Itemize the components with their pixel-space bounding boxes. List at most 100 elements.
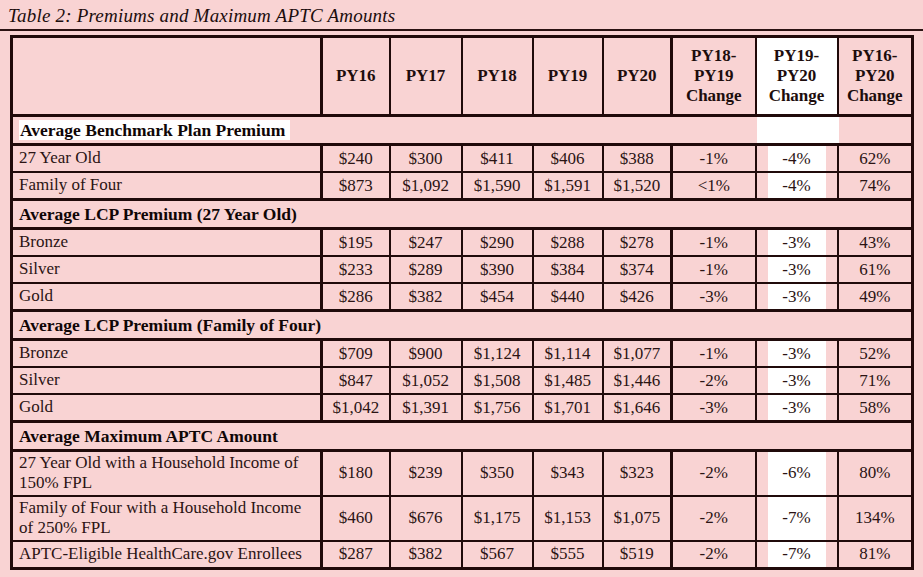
value-cell: $519 [603, 541, 672, 569]
value-cell: -3% [672, 394, 756, 422]
value-cell: $239 [390, 451, 462, 496]
column-header-py16-py20-change: PY16- PY20 Change [838, 37, 913, 116]
value-cell: 62% [838, 145, 913, 173]
table-row: Family of Four with a Household Income o… [12, 496, 913, 541]
value-cell: $374 [603, 256, 672, 283]
value-cell: $1,042 [322, 394, 390, 422]
row-label: Family of Four with a Household Income o… [12, 496, 322, 541]
section-header-row: Average Maximum APTC Amount [12, 422, 913, 451]
row-label: Bronze [12, 229, 322, 257]
premiums-table: PY16 PY17 PY18 PY19 PY20 PY18- PY19 Chan… [10, 35, 914, 570]
value-cell: $1,590 [462, 172, 533, 200]
value-cell: $288 [533, 229, 603, 257]
value-cell: $1,124 [462, 340, 533, 368]
section-header-label: Average LCP Premium (Family of Four) [19, 315, 321, 335]
value-cell: -7% [756, 541, 838, 569]
value-cell: $1,485 [533, 367, 603, 394]
value-cell: -2% [672, 496, 756, 541]
value-cell: $287 [322, 541, 390, 569]
value-cell: 80% [838, 451, 913, 496]
section-header-row: Average LCP Premium (27 Year Old) [12, 200, 913, 229]
value-cell: $289 [390, 256, 462, 283]
value-cell: 74% [838, 172, 913, 200]
column-header-py17: PY17 [390, 37, 462, 116]
section-header-label: Average Maximum APTC Amount [19, 426, 278, 446]
section-header-label: Average LCP Premium (27 Year Old) [19, 204, 297, 224]
value-cell: $847 [322, 367, 390, 394]
row-label: 27 Year Old [12, 145, 322, 173]
table-row: APTC-Eligible HealthCare.gov Enrollees$2… [12, 541, 913, 569]
value-cell: -6% [756, 451, 838, 496]
value-cell: -3% [756, 229, 838, 257]
value-cell: -2% [672, 451, 756, 496]
row-label: Gold [12, 394, 322, 422]
value-cell: $195 [322, 229, 390, 257]
value-cell: -7% [756, 496, 838, 541]
table-row: Silver$847$1,052$1,508$1,485$1,446-2%-3%… [12, 367, 913, 394]
value-cell: $454 [462, 283, 533, 311]
value-cell: $709 [322, 340, 390, 368]
value-cell: -3% [756, 283, 838, 311]
row-label: Silver [12, 256, 322, 283]
value-cell: $426 [603, 283, 672, 311]
value-cell: $460 [322, 496, 390, 541]
value-cell: $382 [390, 541, 462, 569]
value-cell: $555 [533, 541, 603, 569]
row-label: 27 Year Old with a Household Income of 1… [12, 451, 322, 496]
table-row: 27 Year Old with a Household Income of 1… [12, 451, 913, 496]
value-cell: $1,153 [533, 496, 603, 541]
value-cell: 81% [838, 541, 913, 569]
value-cell: $240 [322, 145, 390, 173]
section-header-row: Average LCP Premium (Family of Four) [12, 311, 913, 340]
value-cell: $300 [390, 145, 462, 173]
value-cell: $384 [533, 256, 603, 283]
table-caption: Table 2: Premiums and Maximum APTC Amoun… [0, 0, 923, 31]
value-cell: $278 [603, 229, 672, 257]
value-cell: -3% [672, 283, 756, 311]
value-cell: $1,114 [533, 340, 603, 368]
table-row: Silver$233$289$390$384$374-1%-3%61% [12, 256, 913, 283]
value-cell: 43% [838, 229, 913, 257]
value-cell: $1,446 [603, 367, 672, 394]
value-cell: 71% [838, 367, 913, 394]
row-label: Bronze [12, 340, 322, 368]
value-cell: $900 [390, 340, 462, 368]
value-cell: $873 [322, 172, 390, 200]
row-label: Silver [12, 367, 322, 394]
value-cell: 49% [838, 283, 913, 311]
value-cell: -4% [756, 172, 838, 200]
value-cell: 134% [838, 496, 913, 541]
column-header-py19-py20-change: PY19- PY20 Change [756, 37, 838, 116]
table-body: Average Benchmark Plan Premium27 Year Ol… [12, 116, 913, 569]
value-cell: -1% [672, 145, 756, 173]
value-cell: $1,391 [390, 394, 462, 422]
document-page: Table 2: Premiums and Maximum APTC Amoun… [0, 0, 923, 577]
value-cell: $1,756 [462, 394, 533, 422]
column-header-blank [12, 37, 322, 116]
value-cell: 52% [838, 340, 913, 368]
value-cell: $1,591 [533, 172, 603, 200]
column-header-py19: PY19 [533, 37, 603, 116]
row-label: Family of Four [12, 172, 322, 200]
value-cell: $567 [462, 541, 533, 569]
value-cell: $406 [533, 145, 603, 173]
value-cell: -3% [756, 256, 838, 283]
value-cell: $323 [603, 451, 672, 496]
value-cell: -1% [672, 229, 756, 257]
value-cell: $390 [462, 256, 533, 283]
value-cell: <1% [672, 172, 756, 200]
value-cell: 58% [838, 394, 913, 422]
value-cell: $1,508 [462, 367, 533, 394]
value-cell: $1,077 [603, 340, 672, 368]
value-cell: 61% [838, 256, 913, 283]
row-label: APTC-Eligible HealthCare.gov Enrollees [12, 541, 322, 569]
section-header-cell: Average Benchmark Plan Premium [12, 116, 913, 145]
column-header-py20: PY20 [603, 37, 672, 116]
value-cell: $1,175 [462, 496, 533, 541]
table-row: Gold$1,042$1,391$1,756$1,701$1,646-3%-3%… [12, 394, 913, 422]
value-cell: $1,052 [390, 367, 462, 394]
value-cell: -4% [756, 145, 838, 173]
value-cell: -3% [756, 367, 838, 394]
value-cell: -2% [672, 541, 756, 569]
value-cell: $247 [390, 229, 462, 257]
